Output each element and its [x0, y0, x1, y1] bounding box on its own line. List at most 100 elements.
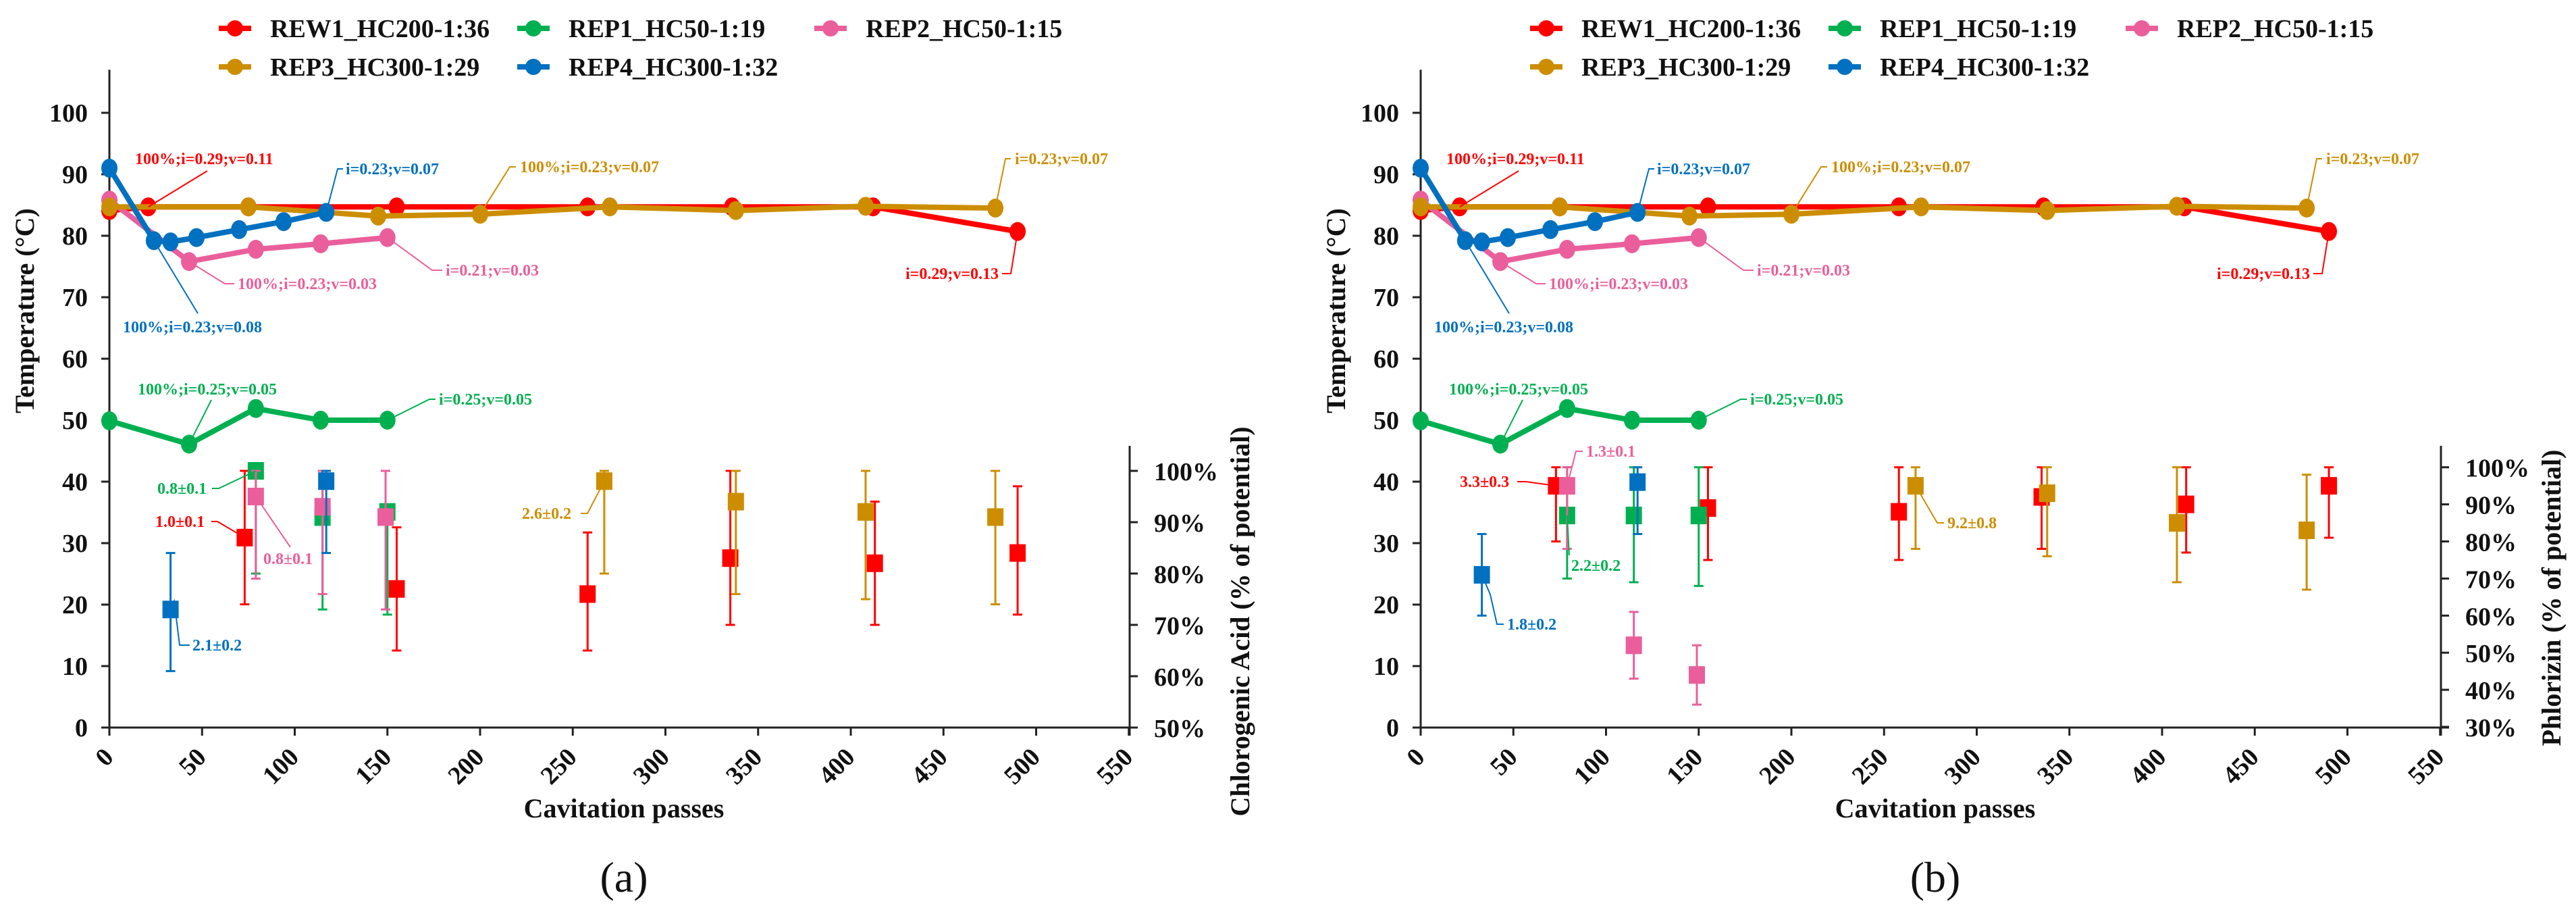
concentration-point [2298, 474, 2315, 591]
legend-label: REW1_HC200-1:36 [1581, 15, 1801, 43]
y-tick-label: 20 [1373, 591, 1399, 619]
concentration-marker [2178, 495, 2194, 513]
annotation-leader [2313, 231, 2330, 274]
concentration-marker [857, 503, 874, 521]
concentration-marker [1558, 477, 1575, 495]
y2-tick-label: 80% [2465, 529, 2517, 557]
temperature-annotation: i=0.21;v=0.03 [387, 236, 539, 280]
legend-marker [2134, 20, 2150, 36]
legend-label: REP1_HC50-1:19 [1880, 15, 2076, 43]
temperature-marker [101, 197, 117, 217]
concentration-layer [1473, 466, 2338, 706]
concentration-annotation: 2.6±0.2 [522, 480, 605, 523]
temperature-marker [1551, 197, 1568, 217]
annotation-label: 2.1±0.2 [192, 637, 242, 655]
y2-tick-label: 40% [2465, 677, 2517, 705]
legend-label: REP4_HC300-1:32 [1880, 53, 2089, 82]
annotation-leader [212, 470, 257, 489]
legend-label: REP3_HC300-1:29 [270, 53, 479, 82]
x-tick-label: 150 [1661, 743, 1708, 790]
y2-tick-label: 80% [1154, 561, 1205, 589]
annotation-label: 0.8±0.1 [263, 551, 313, 568]
legend-item: REP3_HC300-1:29 [219, 53, 479, 82]
annotation-leader [153, 240, 199, 314]
concentration-point [2321, 466, 2338, 539]
annotation-label: 1.0±0.1 [155, 513, 205, 531]
concentration-point [1558, 466, 1575, 550]
x-tick-label: 250 [535, 743, 583, 790]
y-tick-label: 30 [1373, 530, 1399, 558]
x-tick-label: 350 [720, 743, 768, 790]
temperature-marker [231, 220, 248, 239]
chart-b: REW1_HC200-1:36 REP1_HC50-1:19 REP2_HC50-1… [1321, 15, 2567, 901]
legend-item: REP3_HC300-1:29 [1530, 53, 1791, 82]
annotation-leader [1500, 261, 1546, 284]
temperature-series-REP1_HC50-1:19 [101, 399, 396, 454]
concentration-marker [1625, 636, 1642, 655]
x-tick-label: 500 [999, 743, 1046, 790]
temperature-marker [1500, 228, 1517, 247]
y-tick-label: 50 [1373, 407, 1399, 435]
concentration-marker [1473, 565, 1490, 584]
concentration-annotation: 1.8±0.2 [1481, 574, 1556, 634]
annotation-leader [169, 599, 190, 646]
concentration-point [2178, 466, 2194, 554]
annotation-leader [211, 521, 245, 538]
temperature-marker [857, 197, 874, 216]
concentration-marker [2298, 522, 2315, 540]
temperature-marker [1587, 212, 1604, 232]
y-tick-label: 80 [1373, 222, 1399, 251]
concentration-annotation: 3.3±0.3 [1460, 474, 1556, 491]
temperature-annotation: 100%;i=0.23;v=0.08 [1434, 240, 1573, 336]
legend-label: REP3_HC300-1:29 [1581, 53, 1791, 82]
temperature-annotation: i=0.25;v=0.05 [387, 391, 532, 421]
y2-axis-title: Phlorizin (% of potential) [2536, 450, 2567, 746]
legend-item: REP4_HC300-1:32 [1829, 53, 2089, 82]
panel-label: (b) [1910, 853, 1961, 901]
annotation-label: 100%;i=0.23;v=0.07 [520, 159, 659, 176]
annotation-label: 0.8±0.1 [157, 480, 207, 498]
y-tick-label: 10 [62, 653, 88, 681]
concentration-marker [579, 585, 596, 603]
annotation-label: 100%;i=0.23;v=0.08 [123, 319, 262, 336]
concentration-marker [388, 580, 405, 598]
legend-item: REW1_HC200-1:36 [219, 15, 490, 43]
y-axis-title: Temperature (°C) [1321, 208, 1351, 413]
x-tick-label: 550 [2402, 743, 2450, 790]
annotation-label: i=0.25;v=0.05 [439, 391, 532, 409]
concentration-marker [1625, 507, 1642, 525]
concentration-point [247, 469, 264, 580]
annotation-label: 100%;i=0.29;v=0.11 [1446, 151, 1585, 168]
x-tick-label: 300 [628, 743, 675, 790]
temperature-annotation: i=0.23;v=0.07 [995, 151, 1108, 209]
annotation-label: i=0.21;v=0.03 [446, 262, 539, 280]
temperature-annotation: 100%;i=0.23;v=0.03 [1500, 261, 1688, 293]
temperature-marker [1681, 206, 1698, 226]
x-tick-label: 400 [813, 743, 860, 790]
y2-axis-title: Chlorogenic Acid (% of potential) [1225, 426, 1255, 816]
annotation-label: 100%;i=0.23;v=0.07 [1831, 159, 1970, 176]
x-tick-label: 0 [90, 743, 119, 772]
y-tick-label: 0 [75, 714, 88, 742]
annotation-label: 3.3±0.3 [1460, 474, 1509, 491]
temperature-marker [1492, 252, 1509, 272]
annotation-leader [188, 399, 212, 445]
annotation-label: 1.3±0.1 [1586, 443, 1635, 461]
concentration-marker [1891, 503, 1908, 521]
legend-marker [1538, 20, 1554, 36]
annotation-leader [1517, 481, 1556, 487]
concentration-point [1689, 644, 1706, 706]
y-tick-label: 40 [1373, 468, 1399, 497]
temperature-marker [370, 206, 387, 226]
x-tick-label: 200 [442, 743, 490, 790]
temperature-annotation: 100%;i=0.29;v=0.11 [135, 151, 273, 208]
temperature-marker [1623, 234, 1640, 253]
annotation-leader [1566, 515, 1570, 556]
x-tick-label: 300 [1939, 743, 1987, 790]
concentration-annotation: 0.8±0.1 [157, 470, 257, 498]
concentration-point [2039, 466, 2055, 557]
temperature-line [108, 405, 388, 447]
temperature-marker [240, 197, 257, 217]
temperature-line [109, 203, 996, 219]
temperature-marker [188, 228, 205, 247]
